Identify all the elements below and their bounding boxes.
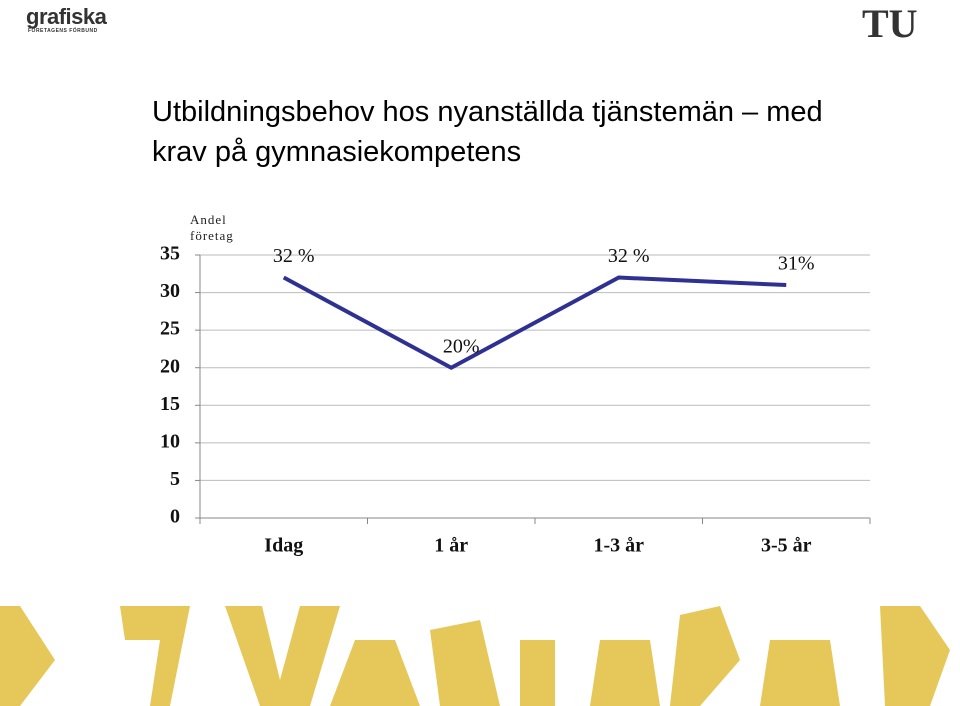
- logo-right: TU: [862, 1, 918, 46]
- x-tick-label: Idag: [264, 535, 303, 557]
- y-tick-label: 35: [160, 243, 180, 265]
- decoration: [0, 606, 950, 706]
- data-label: 32 %: [608, 245, 650, 267]
- line-series: [282, 275, 787, 370]
- y-tick-label: 5: [170, 468, 180, 490]
- y-axis-label: Andel företag: [190, 212, 234, 243]
- x-tick-label: 1-3 år: [593, 535, 644, 557]
- y-tick-label: 25: [160, 318, 180, 340]
- y-tick-label: 30: [160, 280, 180, 302]
- chart-title: Utbildningsbehov hos nyanställda tjänste…: [152, 96, 823, 168]
- y-tick-label: 20: [160, 355, 180, 377]
- data-label: 20%: [443, 335, 480, 357]
- y-tick-label: 10: [160, 430, 180, 452]
- x-tick-label: 3-5 år: [761, 535, 812, 557]
- logo-left-sub: FÖRETAGENS FÖRBUND: [28, 28, 98, 34]
- data-label: 31%: [778, 253, 815, 275]
- x-tick-label: 1 år: [434, 535, 468, 557]
- data-label: 32 %: [273, 245, 315, 267]
- logo-left: grafiska: [26, 4, 107, 29]
- y-tick-label: 0: [170, 506, 180, 528]
- y-tick-label: 15: [160, 393, 180, 415]
